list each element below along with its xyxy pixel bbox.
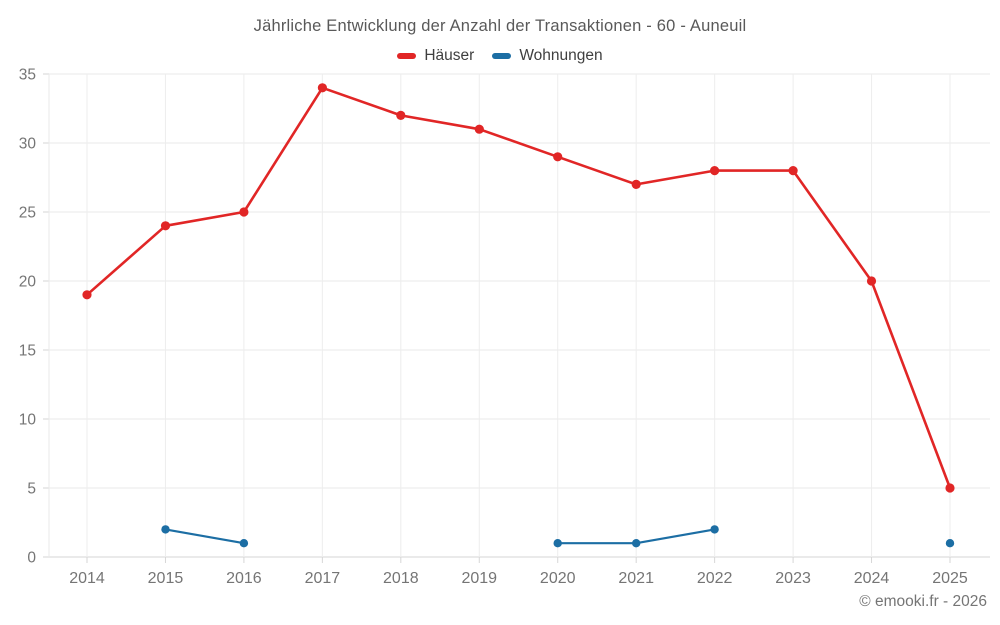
data-point-Häuser-2015[interactable] [160, 221, 171, 231]
data-point-Häuser-2014[interactable] [82, 290, 92, 300]
series-Häuser [82, 83, 955, 493]
data-point-Wohnungen-2025[interactable] [945, 539, 955, 548]
y-axis-tick-label: 30 [19, 136, 37, 153]
series-Wohnungen [161, 525, 955, 548]
chart-title: Jährliche Entwicklung der Anzahl der Tra… [253, 17, 747, 35]
x-axis-tick-label: 2016 [226, 570, 262, 587]
x-gridlines: 2014 2015 2016 2017 2018 2019 2020 2021 2022 2023… [48, 74, 968, 587]
y-axis-tick-label: 15 [19, 343, 36, 360]
y-axis-tick-label: 25 [19, 205, 36, 222]
data-point-Wohnungen-2016[interactable] [239, 539, 249, 548]
x-axis-tick-label: 2020 [540, 570, 576, 587]
y-axis-tick-label: 20 [19, 274, 37, 291]
x-axis-tick-label: 2017 [305, 570, 341, 587]
data-point-Häuser-2025[interactable] [945, 483, 955, 493]
data-point-Wohnungen-2022[interactable] [710, 525, 719, 534]
x-axis-tick-label: 2025 [932, 570, 968, 587]
legend-label-wohnungen: Wohnungen [519, 47, 603, 64]
data-point-Häuser-2016[interactable] [239, 207, 249, 217]
x-axis-tick-label: 2024 [854, 570, 890, 587]
x-axis-tick-label: 2021 [618, 570, 654, 587]
data-point-Wohnungen-2015[interactable] [161, 525, 170, 534]
data-point-Häuser-2017[interactable] [317, 83, 327, 93]
x-axis-tick-label: 2015 [148, 570, 184, 587]
data-point-Häuser-2022[interactable] [710, 166, 720, 176]
data-point-Häuser-2020[interactable] [553, 152, 563, 162]
legend-item-haeuser[interactable]: Häuser [397, 47, 474, 65]
y-axis-tick-label: 5 [27, 481, 36, 498]
data-point-Häuser-2019[interactable] [474, 124, 484, 134]
x-axis-tick-label: 2023 [775, 570, 811, 587]
data-point-Häuser-2021[interactable] [631, 179, 641, 189]
x-axis-tick-label: 2014 [69, 570, 105, 587]
chart-legend: Häuser Wohnungen [0, 47, 1000, 65]
y-gridlines: 0 5 10 15 20 25 30 35 [19, 67, 990, 567]
legend-swatch-icon [492, 53, 512, 59]
data-point-Häuser-2023[interactable] [788, 166, 798, 176]
data-point-Wohnungen-2021[interactable] [632, 539, 641, 548]
legend-label-haeuser: Häuser [424, 47, 475, 64]
y-axis-tick-label: 10 [19, 412, 37, 429]
data-point-Häuser-2024[interactable] [866, 276, 877, 286]
footer-credit: © emooki.fr - 2026 [859, 593, 987, 610]
legend-swatch-icon [397, 53, 417, 59]
data-point-Häuser-2018[interactable] [396, 110, 406, 120]
x-axis-tick-label: 2019 [461, 570, 497, 587]
y-axis-tick-label: 0 [27, 550, 36, 567]
data-point-Wohnungen-2020[interactable] [553, 539, 562, 548]
x-axis-tick-label: 2022 [697, 570, 733, 587]
legend-item-wohnungen[interactable]: Wohnungen [492, 47, 603, 65]
x-axis-tick-label: 2018 [383, 570, 419, 587]
y-axis-tick-label: 35 [19, 67, 36, 84]
